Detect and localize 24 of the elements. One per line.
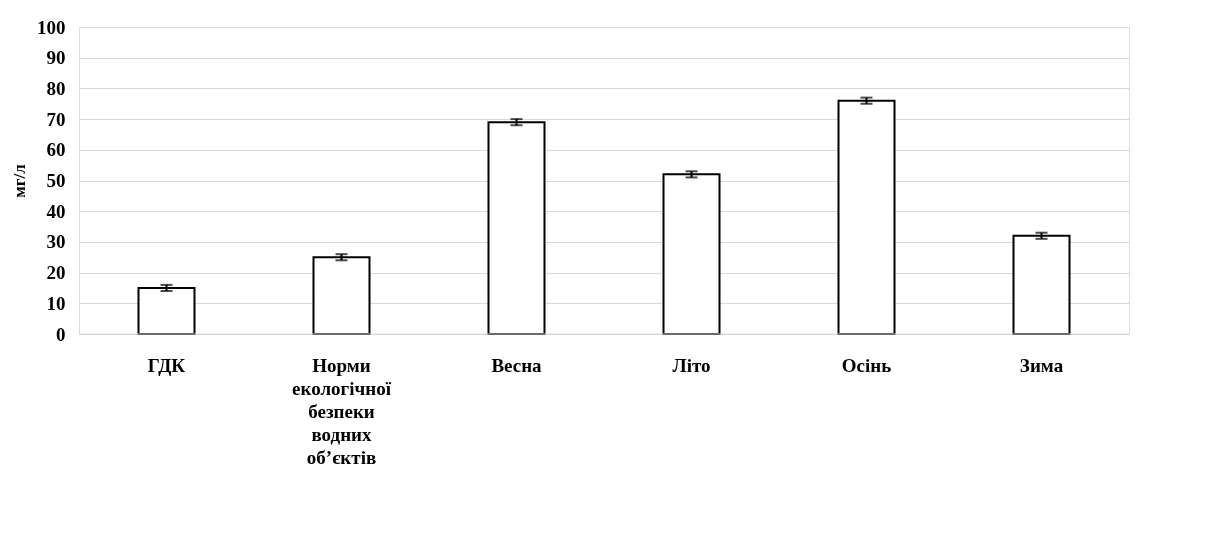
bar xyxy=(837,99,896,335)
x-tick-label: Осінь xyxy=(841,354,892,376)
y-tick-label: 50 xyxy=(46,170,66,191)
bar xyxy=(137,286,196,335)
y-tick-label: 90 xyxy=(46,47,66,69)
bar xyxy=(662,173,721,335)
y-tick-label: 40 xyxy=(46,200,66,222)
y-tick-label: 10 xyxy=(46,292,66,314)
x-tick-label: Літо xyxy=(672,354,711,376)
y-tick-label: 70 xyxy=(46,108,66,130)
bar xyxy=(1012,234,1071,335)
x-tick-label: Весна xyxy=(491,354,543,376)
y-tick-label: 0 xyxy=(56,323,66,345)
bar xyxy=(487,121,546,335)
y-tick-label: 100 xyxy=(37,16,66,38)
x-tick-label: Зима xyxy=(1019,354,1064,376)
y-axis-title: мг/л xyxy=(10,163,29,198)
x-tick-label: Норми екологічної безпеки водних об’єктів xyxy=(292,354,392,468)
x-tick-label: ГДК xyxy=(147,354,186,376)
y-tick-label: 30 xyxy=(46,231,66,253)
y-tick-label: 60 xyxy=(46,139,66,161)
y-tick-label: 80 xyxy=(46,77,66,99)
bar xyxy=(312,256,371,335)
y-tick-label: 20 xyxy=(46,262,66,284)
